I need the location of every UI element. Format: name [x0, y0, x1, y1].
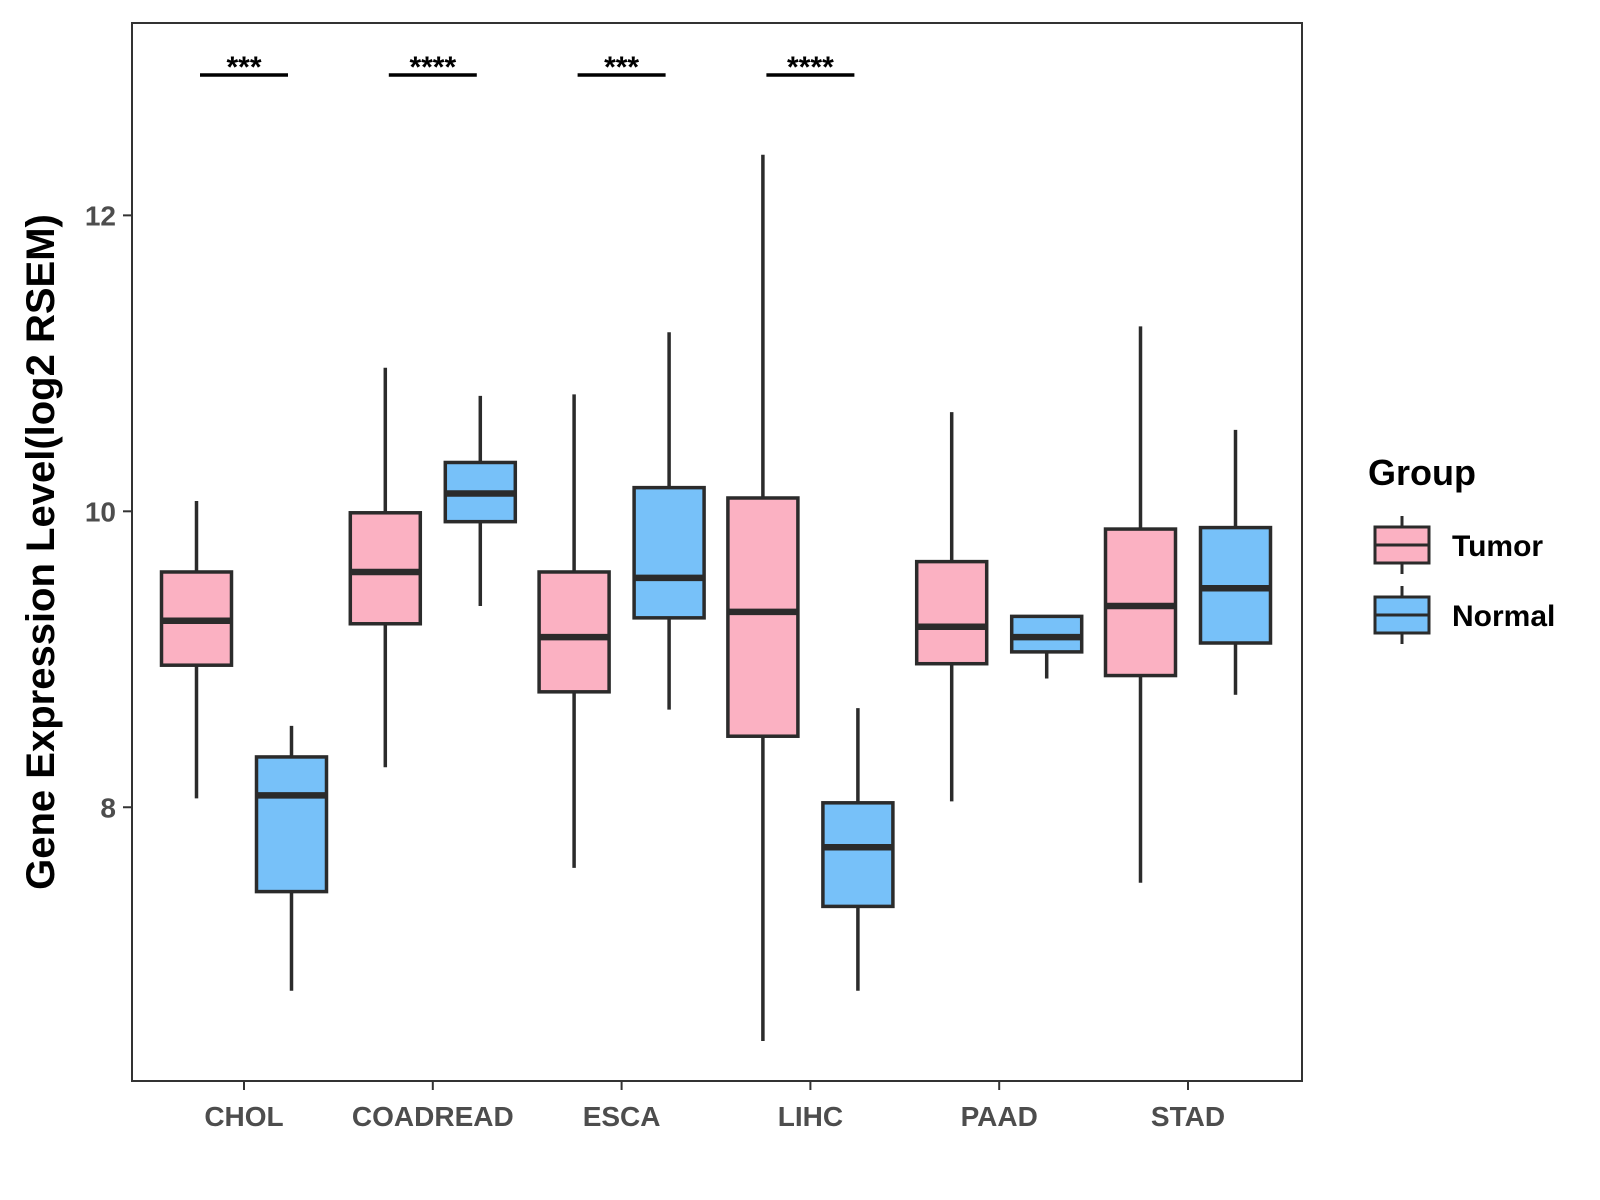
x-tick-label-coadread: COADREAD [352, 1101, 514, 1132]
significance-label-chol: *** [226, 51, 261, 84]
x-tick-label-lihc: LIHC [778, 1101, 843, 1132]
box-tumor-esca [537, 394, 611, 868]
box-tumor-paad [914, 412, 989, 802]
x-tick-label-chol: CHOL [204, 1101, 283, 1132]
box-tumor-lihc [726, 154, 800, 1042]
plot-area: *** **** *** **** [159, 51, 1273, 1042]
y-axis-title: Gene Expression Level(log2 RSEM) [19, 214, 63, 890]
iqr-box-tumor-lihc [726, 496, 800, 738]
box-normal-paad [1009, 614, 1084, 679]
box-tumor-stad [1103, 326, 1178, 883]
y-tick-label-8: 8 [100, 792, 116, 823]
significance-label-esca: *** [604, 51, 639, 84]
x-tick-label-stad: STAD [1151, 1101, 1225, 1132]
legend-key-tumor [1373, 516, 1431, 574]
legend: Group Tumor Normal [1368, 452, 1555, 644]
legend-label-normal: Normal [1452, 600, 1555, 633]
legend-key-normal [1373, 586, 1431, 644]
box-tumor-chol [159, 500, 234, 799]
legend-label-tumor: Tumor [1452, 530, 1543, 563]
box-normal-stad [1198, 429, 1273, 695]
panel-border [131, 22, 1303, 1082]
y-tick-label-12: 12 [85, 200, 116, 231]
legend-title: Group [1368, 452, 1476, 493]
iqr-box-tumor-esca [537, 570, 611, 694]
box-tumor-coadread [348, 367, 423, 768]
box-normal-coadread [443, 395, 518, 607]
axes: 8 10 12 CHOL COADREAD ESCA LIHC PAAD STAD [85, 200, 1225, 1132]
iqr-box-normal-esca [632, 485, 706, 620]
x-tick-label-paad: PAAD [961, 1101, 1038, 1132]
x-tick-label-esca: ESCA [583, 1101, 661, 1132]
iqr-box-tumor-paad [914, 559, 989, 666]
y-tick-label-10: 10 [85, 496, 116, 527]
box-normal-chol [254, 725, 329, 991]
iqr-box-tumor-coadread [348, 511, 423, 626]
iqr-box-normal-lihc [821, 801, 895, 909]
box-normal-esca [632, 332, 706, 710]
significance-label-coadread: **** [409, 51, 456, 84]
box-normal-lihc [821, 708, 895, 991]
iqr-box-tumor-stad [1103, 527, 1178, 678]
significance-label-lihc: **** [787, 51, 834, 84]
iqr-box-normal-chol [254, 755, 329, 894]
